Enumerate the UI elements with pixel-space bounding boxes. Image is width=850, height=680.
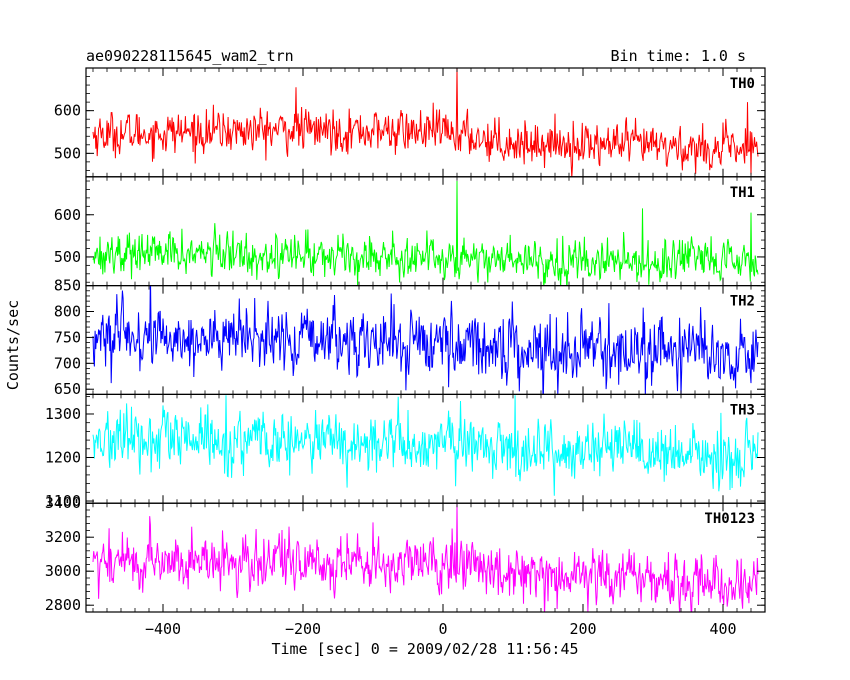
y-tick-label: 500 (54, 144, 81, 162)
x-tick-label: 200 (569, 620, 596, 638)
panel-th2: 650 700 750 800 850 TH2 (54, 277, 766, 398)
y-tick-label: 700 (54, 354, 81, 372)
x-tick-label: 400 (709, 620, 736, 638)
y-tick-label: 650 (54, 380, 81, 398)
x-tick-label: 0 (438, 620, 447, 638)
x-axis: −400 −200 0 200 400 (145, 620, 737, 638)
y-tick-label: 1300 (45, 405, 81, 423)
y-tick-label: 600 (54, 102, 81, 120)
x-tick-label: −400 (145, 620, 181, 638)
x-axis-title: Time [sec] 0 = 2009/02/28 11:56:45 (271, 640, 578, 658)
series-label-th2: TH2 (730, 294, 755, 310)
panel-group: 500 600 TH0 500 600 TH1 650 700 750 800 850 TH2 1100… (45, 67, 766, 614)
series-label-th1: TH1 (730, 185, 755, 201)
series-line-th3 (92, 395, 759, 496)
x-tick-label: −200 (285, 620, 321, 638)
plot-title: ae090228115645_wam2_trn (86, 47, 294, 65)
series-line-th2 (92, 285, 759, 395)
series-label-th0123: TH0123 (704, 511, 755, 527)
series-line-th1 (92, 181, 759, 286)
series-line-th0 (92, 68, 759, 177)
panel-frame (85, 67, 766, 178)
y-tick-label: 1100 (45, 492, 81, 510)
series-label-th0: TH0 (730, 76, 755, 92)
y-tick-label: 1200 (45, 449, 81, 467)
y-tick-label: 600 (54, 206, 81, 224)
y-axis-title: Counts/sec (4, 300, 22, 390)
panel-th3: 1100 1200 1300 TH3 (45, 393, 766, 510)
y-tick-label: 800 (54, 303, 81, 321)
y-tick-label: 3200 (45, 528, 81, 546)
panel-th0123: 2800 3000 3200 3400 TH0123 (45, 494, 766, 614)
series-label-th3: TH3 (730, 402, 755, 418)
panel-th1: 500 600 TH1 (54, 176, 766, 287)
y-tick-label: 3400 (45, 494, 81, 512)
panel-th0: 500 600 TH0 (54, 67, 766, 178)
series-line-th0123 (92, 503, 759, 613)
y-tick-label: 3000 (45, 562, 81, 580)
bin-time-label: Bin time: 1.0 s (611, 47, 746, 65)
y-tick-label: 750 (54, 328, 81, 346)
y-tick-label: 500 (54, 248, 81, 266)
y-tick-label: 2800 (45, 596, 81, 614)
y-tick-label: 850 (54, 277, 81, 295)
